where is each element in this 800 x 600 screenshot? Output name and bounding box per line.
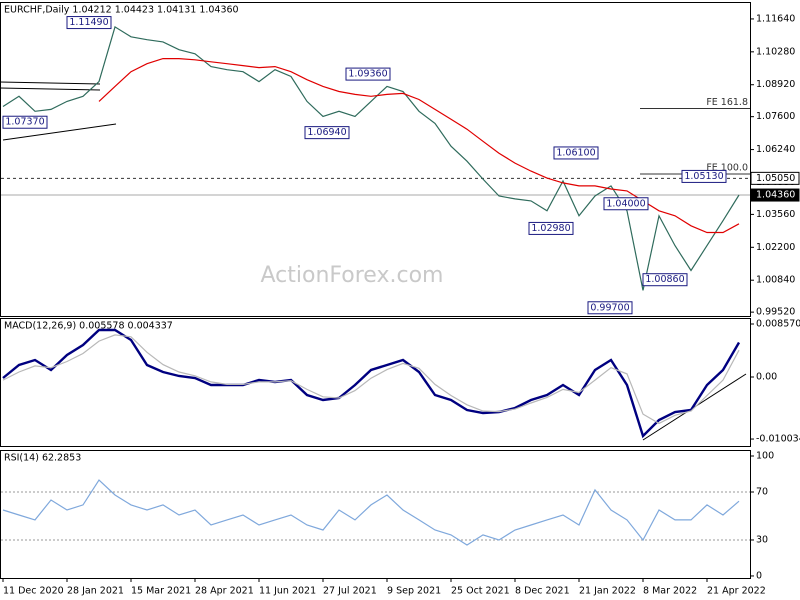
y-tick-label: 0 [756, 570, 762, 581]
channel-line [0, 87, 101, 91]
annotation-box [304, 126, 350, 140]
x-tick-label: 21 Jan 2022 [579, 586, 636, 597]
x-tick-label: 8 Mar 2022 [643, 586, 697, 597]
x-tick-label: 11 Dec 2020 [3, 586, 64, 597]
annotation-box [528, 221, 574, 235]
y-tick-label: 0.008570 [756, 318, 800, 329]
annotation-label: 1.06100 [556, 147, 595, 158]
y-tick-label: 1.10280 [756, 46, 795, 57]
annotation-label: 1.02980 [531, 223, 570, 234]
y-tick-label: 1.06240 [756, 144, 795, 155]
x-tick-label: 28 Jan 2021 [67, 586, 124, 597]
annotation-label: 0.99700 [590, 302, 629, 313]
y-tick-label: 1.03560 [756, 209, 795, 220]
y-tick-label: 70 [756, 486, 768, 497]
series-line [2, 479, 740, 546]
watermark: ActionForex.com [261, 263, 444, 288]
y-tick-label: 0.00 [756, 371, 777, 382]
x-tick-label: 28 Apr 2021 [195, 586, 254, 597]
y-tick-label: 30 [756, 534, 768, 545]
series-line [2, 334, 740, 425]
rsi-pane [0, 450, 751, 579]
annotation-box [642, 273, 688, 287]
annotation-box [603, 197, 649, 211]
annotation-label: 1.05130 [684, 171, 723, 182]
macd-pane [0, 318, 751, 447]
annotation-label: 1.06940 [307, 127, 346, 138]
x-tick-label: 15 Mar 2021 [131, 586, 191, 597]
annotation-box [681, 169, 727, 183]
y-tick-label: 0.99520 [756, 307, 795, 318]
y-tick-label: 1.02200 [756, 242, 795, 253]
annotation-box [2, 115, 48, 129]
macd-title: MACD(12,26,9) 0.005578 0.004337 [4, 321, 173, 332]
annotation-label: 1.09360 [348, 69, 387, 80]
annotation-label: 1.04000 [606, 198, 645, 209]
price-marker-label: 1.05050 [756, 173, 795, 184]
fe-label: FE 161.8 [706, 97, 748, 108]
annotation-box [66, 16, 112, 30]
y-tick-label: -0.010034 [756, 434, 800, 445]
fe-label: FE 100.0 [706, 162, 748, 173]
annotation-label: 1.00860 [645, 274, 684, 285]
annotation-box [553, 146, 599, 160]
channel-line [0, 81, 101, 85]
x-tick-label: 25 Oct 2021 [451, 586, 510, 597]
y-tick-label: 1.07600 [756, 111, 795, 122]
x-tick-label: 21 Apr 2022 [707, 586, 766, 597]
series-line [2, 25, 740, 291]
trend-line [2, 123, 117, 141]
y-tick-label: 1.00840 [756, 275, 795, 286]
price-marker-label: 1.04360 [756, 190, 795, 201]
y-tick-label: 1.11640 [756, 13, 795, 24]
y-tick-label: 1.08920 [756, 79, 795, 90]
price-marker-box [750, 171, 800, 185]
x-tick-label: 11 Jun 2021 [259, 586, 316, 597]
series-line [98, 58, 740, 234]
x-tick-label: 8 Dec 2021 [515, 586, 570, 597]
price-marker-box [750, 188, 800, 202]
x-tick-label: 9 Sep 2021 [387, 586, 441, 597]
x-tick-label: 27 Jul 2021 [323, 586, 377, 597]
price-title: EURCHF,Daily 1.04212 1.04423 1.04131 1.0… [4, 5, 239, 16]
annotation-box [345, 67, 391, 81]
annotation-box [587, 301, 633, 315]
annotation-label: 1.11490 [69, 17, 108, 28]
annotation-label: 1.07370 [5, 117, 44, 128]
y-tick-label: 100 [756, 450, 774, 461]
rsi-title: RSI(14) 62.2853 [4, 453, 81, 464]
price-pane [0, 2, 751, 317]
